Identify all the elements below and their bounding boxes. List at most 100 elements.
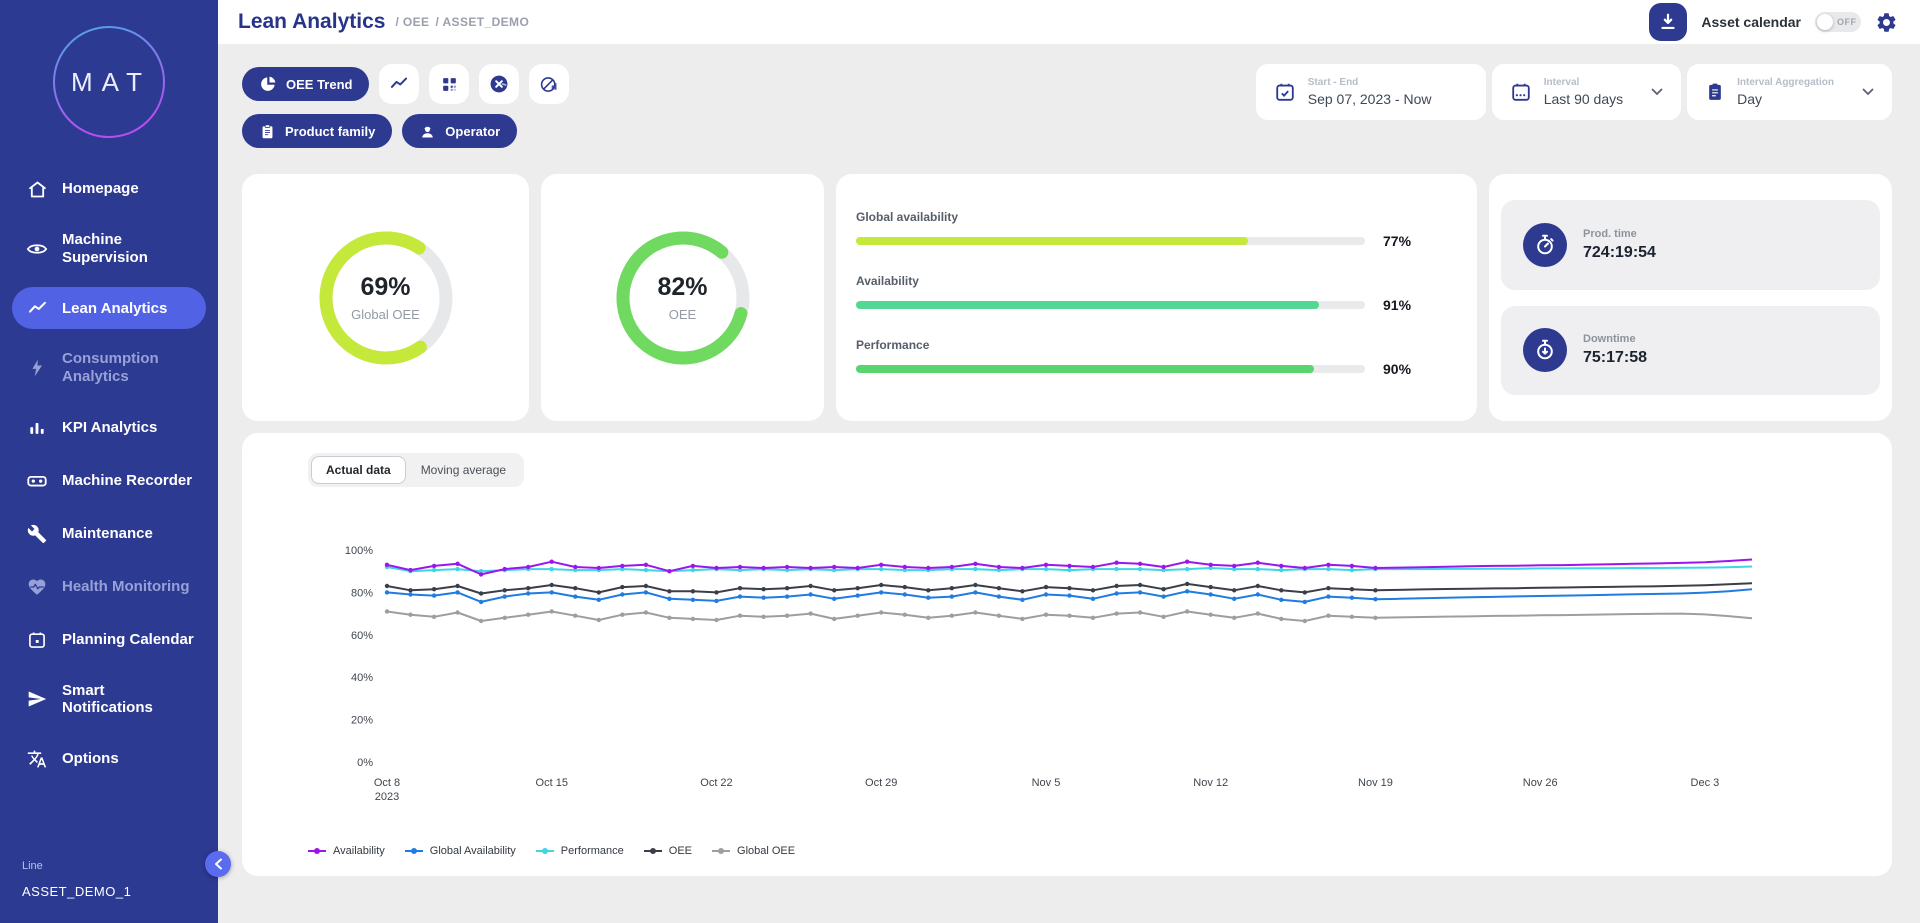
chart-tabs: Actual data Moving average bbox=[308, 453, 525, 487]
sidebar-item-kpi-analytics[interactable]: KPI Analytics bbox=[12, 407, 206, 449]
gauge-label: OEE bbox=[668, 307, 697, 322]
operator-button[interactable]: Operator bbox=[402, 114, 518, 148]
sidebar-item-machine-recorder[interactable]: Machine Recorder bbox=[12, 460, 206, 502]
legend-swatch bbox=[404, 848, 423, 854]
sidebar-item-consumption-analytics[interactable]: Consumption Analytics bbox=[12, 340, 206, 395]
breadcrumb-oee[interactable]: / OEE bbox=[395, 15, 430, 29]
progress-fill bbox=[856, 237, 1248, 245]
calendar-dots-icon bbox=[1512, 83, 1530, 101]
legend-item-performance[interactable]: Performance bbox=[535, 845, 624, 857]
tab-actual-data[interactable]: Actual data bbox=[311, 456, 406, 484]
legend-label: OEE bbox=[668, 845, 693, 857]
sidebar-item-label: Machine Supervision bbox=[62, 231, 148, 266]
progress-fill bbox=[856, 301, 1320, 309]
trend-line-chart[interactable]: 0% 20% 40% 60% 80% 100% Oct 8 2023 Oct 15 Oct 22 O… bbox=[242, 493, 1894, 823]
svg-text:40%: 40% bbox=[351, 672, 373, 684]
product-family-button[interactable]: Product family bbox=[242, 114, 393, 148]
aggregation-select[interactable]: Interval Aggregation Day bbox=[1687, 64, 1892, 120]
date-controls: Start - End Sep 07, 2023 - Now Interval … bbox=[1255, 64, 1892, 120]
sidebar-item-label: Health Monitoring bbox=[62, 577, 190, 595]
bar-chart-icon bbox=[26, 417, 48, 439]
home-icon bbox=[26, 178, 48, 200]
prod-time-value: 724:19:54 bbox=[1583, 243, 1656, 261]
svg-text:20%: 20% bbox=[351, 715, 373, 727]
topbar-right: Asset calendar OFF bbox=[1649, 3, 1898, 41]
legend-item-global-oee[interactable]: Global OEE bbox=[712, 845, 795, 857]
times-card: Prod. time 724:19:54 Downtime 75:17:58 bbox=[1489, 174, 1892, 421]
start-end-value: Sep 07, 2023 - Now bbox=[1307, 91, 1432, 107]
oee-gauge-card: 82% OEE bbox=[541, 174, 824, 421]
download-icon bbox=[1661, 13, 1675, 30]
sidebar-item-label: Planning Calendar bbox=[62, 630, 194, 648]
svg-text:Nov 26: Nov 26 bbox=[1523, 777, 1558, 789]
sidebar-item-lean-analytics[interactable]: Lean Analytics bbox=[12, 287, 206, 330]
prod-time-label: Prod. time bbox=[1583, 227, 1637, 240]
downtime-label: Downtime bbox=[1583, 333, 1636, 346]
start-end-label: Start - End bbox=[1307, 77, 1359, 88]
sidebar-item-machine-supervision[interactable]: Machine Supervision bbox=[12, 221, 206, 276]
legend-item-global-availability[interactable]: Global Availability bbox=[404, 845, 516, 857]
bar-value: 90% bbox=[1383, 361, 1412, 377]
calendar-icon bbox=[26, 629, 48, 651]
clipboard-lines-icon bbox=[1709, 83, 1721, 100]
asset-calendar-label: Asset calendar bbox=[1701, 14, 1801, 30]
svg-text:Nov 19: Nov 19 bbox=[1358, 777, 1393, 789]
x-circle-icon bbox=[491, 75, 508, 93]
grid-view-button[interactable] bbox=[429, 64, 470, 104]
start-end-picker[interactable]: Start - End Sep 07, 2023 - Now bbox=[1255, 64, 1486, 120]
clear-filter-button[interactable] bbox=[479, 64, 520, 104]
sidebar-item-planning-calendar[interactable]: Planning Calendar bbox=[12, 619, 206, 661]
sidebar-item-label: Options bbox=[62, 750, 119, 768]
legend-swatch bbox=[535, 848, 554, 854]
chevron-down-icon bbox=[1862, 88, 1874, 96]
sidebar-item-options[interactable]: Options bbox=[12, 738, 206, 780]
legend-swatch bbox=[712, 848, 731, 854]
oee-trend-button[interactable]: OEE Trend bbox=[242, 67, 370, 101]
calendar-check-icon bbox=[1276, 83, 1294, 101]
mat-logo-icon: MAT bbox=[53, 26, 165, 138]
sidebar-collapse-button[interactable] bbox=[205, 851, 231, 877]
svg-text:Oct 15: Oct 15 bbox=[536, 777, 568, 789]
asset-calendar-toggle[interactable]: OFF bbox=[1815, 12, 1861, 32]
interval-label: Interval bbox=[1543, 77, 1580, 88]
legend-swatch bbox=[308, 848, 326, 854]
sidebar-item-smart-notifications[interactable]: Smart Notifications bbox=[12, 672, 206, 727]
svg-text:2023: 2023 bbox=[375, 791, 399, 803]
sidebar-item-maintenance[interactable]: Maintenance bbox=[12, 513, 206, 555]
toggle-state-label: OFF bbox=[1837, 17, 1857, 27]
legend-item-availability[interactable]: Availability bbox=[308, 845, 385, 857]
download-button[interactable] bbox=[1649, 3, 1688, 41]
sidebar-nav: Homepage Machine Supervision Lean Analyt… bbox=[0, 168, 218, 791]
no-data-chart-button[interactable] bbox=[529, 64, 570, 104]
interval-value: Last 90 days bbox=[1543, 91, 1624, 107]
sidebar-item-label: Consumption Analytics bbox=[62, 350, 159, 386]
sidebar-item-health-monitoring[interactable]: Health Monitoring bbox=[12, 566, 206, 608]
operator-label: Operator bbox=[445, 123, 501, 139]
main-area: Lean Analytics / OEE / ASSET_DEMO Asset … bbox=[218, 0, 1920, 923]
sidebar-item-label: KPI Analytics bbox=[62, 418, 158, 436]
sidebar-item-label: Maintenance bbox=[62, 524, 153, 542]
page-title: Lean Analytics bbox=[238, 10, 386, 33]
sidebar-item-label: Homepage bbox=[62, 180, 139, 198]
pie-chart-icon bbox=[261, 76, 276, 91]
sidebar-footer: Line ASSET_DEMO_1 bbox=[22, 860, 131, 899]
legend-item-oee[interactable]: OEE bbox=[643, 845, 693, 857]
wrench-icon bbox=[26, 523, 48, 545]
svg-text:80%: 80% bbox=[351, 587, 373, 599]
progress-track bbox=[856, 301, 1365, 309]
interval-select[interactable]: Interval Last 90 days bbox=[1491, 64, 1682, 120]
qr-grid-icon bbox=[443, 77, 456, 91]
logo-text: MAT bbox=[71, 67, 151, 97]
bar-label: Performance bbox=[856, 338, 930, 352]
trend-line-icon bbox=[391, 77, 408, 88]
clipboard-icon bbox=[262, 123, 273, 138]
tab-moving-average[interactable]: Moving average bbox=[420, 463, 507, 477]
sidebar-item-homepage[interactable]: Homepage bbox=[12, 168, 206, 210]
paper-plane-icon bbox=[26, 688, 48, 710]
gear-icon[interactable] bbox=[1875, 11, 1898, 34]
bar-value: 91% bbox=[1383, 297, 1412, 313]
trend-view-button[interactable] bbox=[379, 64, 420, 104]
breadcrumb-asset-demo[interactable]: / ASSET_DEMO bbox=[435, 15, 530, 29]
sidebar-item-label: Lean Analytics bbox=[62, 299, 168, 317]
svg-text:Oct 8: Oct 8 bbox=[374, 777, 400, 789]
